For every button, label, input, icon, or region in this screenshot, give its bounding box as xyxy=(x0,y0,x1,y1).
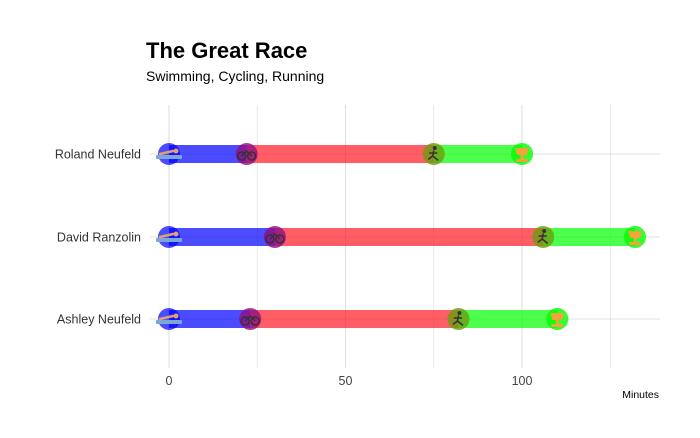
runner-body xyxy=(452,315,464,326)
swimmer-icon xyxy=(156,313,182,324)
runner-head xyxy=(432,146,437,150)
x-tick-label: 0 xyxy=(166,374,173,388)
x-tick-label: 50 xyxy=(339,374,353,388)
stage-marker xyxy=(623,226,646,248)
stage-marker xyxy=(422,143,445,165)
bike-wheel xyxy=(275,234,285,244)
bike-wheel xyxy=(246,151,257,161)
swimmer-body xyxy=(158,314,175,321)
stage-marker xyxy=(235,143,258,165)
bicycle-icon xyxy=(265,232,285,244)
runner-head xyxy=(542,229,547,233)
x-axis-ticks: 0 50 100 xyxy=(166,374,533,388)
bike-wheel xyxy=(236,151,247,161)
runner-icon xyxy=(427,146,439,161)
stage-marker xyxy=(447,308,470,330)
trophy-stem xyxy=(633,238,637,242)
runner-body xyxy=(427,150,439,161)
trophy-base xyxy=(516,159,528,162)
stage-marker xyxy=(239,308,262,330)
marker-circle xyxy=(158,226,180,248)
trophy-stem xyxy=(555,320,559,324)
trophy-base xyxy=(551,324,564,327)
trophy-base xyxy=(628,242,641,245)
athlete-row xyxy=(156,143,533,165)
swimmer-body xyxy=(158,232,175,239)
athlete-label: Roland Neufeld xyxy=(55,148,141,162)
stage-marker xyxy=(156,143,182,165)
swimmer-head xyxy=(173,148,179,154)
bike-frame xyxy=(244,314,256,322)
trophy-icon xyxy=(627,231,642,245)
stage-marker xyxy=(156,308,182,330)
stage-marker xyxy=(546,308,569,330)
x-tick-label: 100 xyxy=(512,374,533,388)
athlete-row xyxy=(156,308,569,330)
x-axis-label: Minutes xyxy=(622,389,659,401)
swimmer-body xyxy=(158,149,175,156)
swimmer-head xyxy=(173,231,179,237)
trophy-cup xyxy=(515,148,529,155)
water-wave xyxy=(156,155,182,159)
bicycle-icon xyxy=(236,149,257,161)
bike-wheel xyxy=(240,316,250,326)
race-bars xyxy=(156,143,646,330)
stage-marker xyxy=(263,226,286,248)
chart-title: The Great Race xyxy=(146,38,307,63)
swimmer-icon xyxy=(156,231,182,242)
runner-icon xyxy=(537,229,548,244)
athlete-label: David Ranzolin xyxy=(57,231,141,245)
bike-wheel xyxy=(265,234,275,244)
swimmer-icon xyxy=(156,148,182,159)
trophy-cup xyxy=(550,313,565,320)
trophy-icon xyxy=(550,313,565,327)
stage-marker xyxy=(511,143,533,165)
athlete-label: Ashley Neufeld xyxy=(57,313,141,327)
bike-wheel xyxy=(250,316,260,326)
trophy-stem xyxy=(520,155,524,159)
bicycle-icon xyxy=(240,314,260,326)
marker-circle xyxy=(158,143,180,165)
bike-frame xyxy=(241,149,253,157)
marker-circle xyxy=(158,308,180,330)
runner-head xyxy=(457,311,462,315)
water-wave xyxy=(156,238,182,242)
water-wave xyxy=(156,320,182,324)
y-axis-labels: Roland Neufeld David Ranzolin Ashley Neufe… xyxy=(55,148,141,327)
bike-frame xyxy=(269,232,281,240)
runner-body xyxy=(537,233,548,244)
trophy-icon xyxy=(515,148,529,162)
runner-icon xyxy=(452,311,464,326)
athlete-row xyxy=(156,226,646,248)
trophy-cup xyxy=(627,231,642,238)
stage-marker xyxy=(156,226,182,248)
chart-subtitle: Swimming, Cycling, Running xyxy=(146,68,324,84)
swimmer-head xyxy=(173,313,179,319)
stage-marker xyxy=(532,226,555,248)
